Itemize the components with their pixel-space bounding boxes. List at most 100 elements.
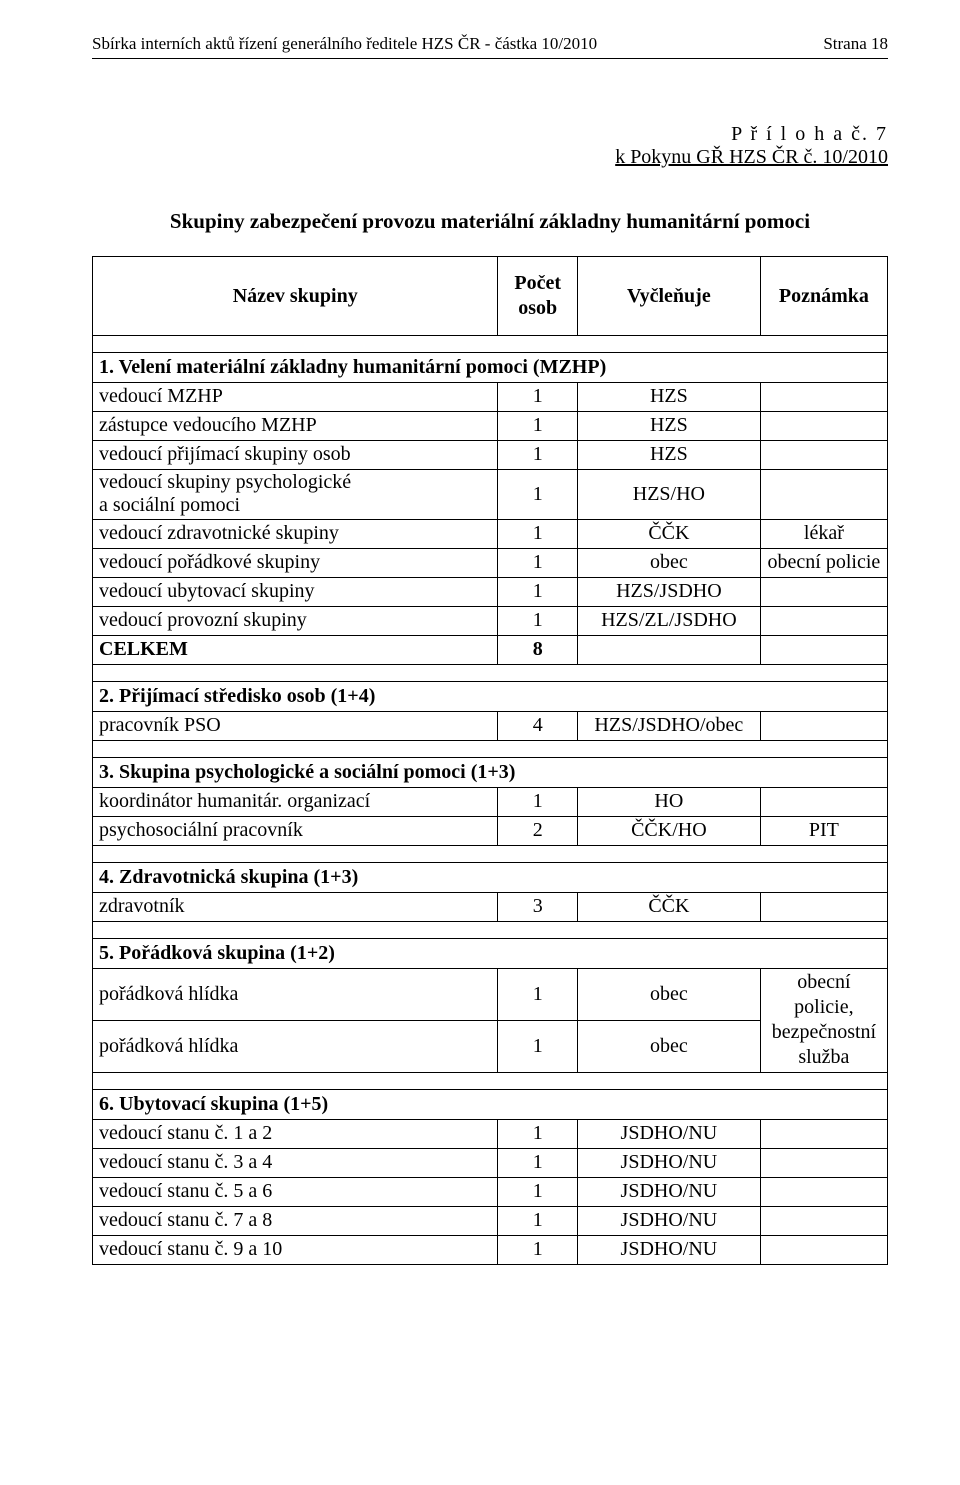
table-row: vedoucí stanu č. 9 a 101JSDHO/NU — [93, 1236, 888, 1265]
cell-name: vedoucí přijímací skupiny osob — [93, 441, 498, 470]
cell-name: vedoucí stanu č. 5 a 6 — [93, 1178, 498, 1207]
cell-name: koordinátor humanitár. organizací — [93, 788, 498, 817]
table-row: vedoucí zdravotnické skupiny1ČČKlékař — [93, 520, 888, 549]
cell-name: vedoucí zdravotnické skupiny — [93, 520, 498, 549]
col-header-name: Název skupiny — [93, 257, 498, 336]
cell-note — [760, 441, 887, 470]
table-row: vedoucí stanu č. 5 a 61JSDHO/NU — [93, 1178, 888, 1207]
table-row: pořádková hlídka1obecobecní policie,bezp… — [93, 969, 888, 1021]
cell-count: 8 — [498, 636, 578, 665]
cell-alloc: obec — [577, 549, 760, 578]
groups-table: Název skupiny Počet osob Vyčleňuje Pozná… — [92, 256, 888, 1265]
table-body: 1. Velení materiální základny humanitárn… — [93, 336, 888, 1265]
section-title-row: 2. Přijímací středisko osob (1+4) — [93, 682, 888, 712]
header-right: Strana 18 — [823, 34, 888, 54]
spacer-row — [93, 741, 888, 758]
section-title-row: 5. Pořádková skupina (1+2) — [93, 939, 888, 969]
table-row: zástupce vedoucího MZHP1HZS — [93, 412, 888, 441]
table-row: vedoucí stanu č. 1 a 21JSDHO/NU — [93, 1120, 888, 1149]
cell-alloc: ČČK — [577, 893, 760, 922]
cell-count: 1 — [498, 969, 578, 1021]
col-header-count: Počet osob — [498, 257, 578, 336]
table-header-row: Název skupiny Počet osob Vyčleňuje Pozná… — [93, 257, 888, 336]
cell-note — [760, 893, 887, 922]
cell-name: zdravotník — [93, 893, 498, 922]
page: Sbírka interních aktů řízení generálního… — [0, 0, 960, 1485]
section-title-row: 3. Skupina psychologické a sociální pomo… — [93, 758, 888, 788]
page-header: Sbírka interních aktů řízení generálního… — [92, 34, 888, 54]
cell-alloc: ČČK/HO — [577, 817, 760, 846]
cell-count: 1 — [498, 1021, 578, 1073]
cell-note — [760, 412, 887, 441]
cell-count: 1 — [498, 788, 578, 817]
cell-count: 1 — [498, 520, 578, 549]
cell-alloc: HZS/ZL/JSDHO — [577, 607, 760, 636]
appendix-block: P ř í l o h a č. 7 k Pokynu GŘ HZS ČR č.… — [92, 123, 888, 169]
document-title: Skupiny zabezpečení provozu materiální z… — [92, 209, 888, 234]
cell-alloc: HZS/HO — [577, 470, 760, 520]
section-title: 4. Zdravotnická skupina (1+3) — [93, 863, 888, 893]
appendix-line-1: P ř í l o h a č. 7 — [92, 123, 888, 146]
cell-note — [760, 578, 887, 607]
cell-count: 1 — [498, 1178, 578, 1207]
cell-note — [760, 1120, 887, 1149]
cell-note — [760, 1207, 887, 1236]
cell-count: 1 — [498, 549, 578, 578]
spacer-row — [93, 336, 888, 353]
cell-alloc: HZS/JSDHO — [577, 578, 760, 607]
cell-alloc: HZS — [577, 441, 760, 470]
cell-name: zástupce vedoucího MZHP — [93, 412, 498, 441]
cell-alloc: HO — [577, 788, 760, 817]
cell-alloc: JSDHO/NU — [577, 1207, 760, 1236]
section-title: 2. Přijímací středisko osob (1+4) — [93, 682, 888, 712]
cell-note — [760, 1149, 887, 1178]
cell-alloc: obec — [577, 969, 760, 1021]
cell-count: 1 — [498, 1207, 578, 1236]
cell-alloc: obec — [577, 1021, 760, 1073]
header-left: Sbírka interních aktů řízení generálního… — [92, 34, 597, 54]
cell-note — [760, 1236, 887, 1265]
cell-note — [760, 470, 887, 520]
cell-name: vedoucí stanu č. 7 a 8 — [93, 1207, 498, 1236]
cell-note — [760, 1178, 887, 1207]
table-row: vedoucí ubytovací skupiny1HZS/JSDHO — [93, 578, 888, 607]
cell-count: 3 — [498, 893, 578, 922]
cell-note: PIT — [760, 817, 887, 846]
cell-count: 1 — [498, 1236, 578, 1265]
section-title-row: 4. Zdravotnická skupina (1+3) — [93, 863, 888, 893]
table-row: vedoucí MZHP1HZS — [93, 383, 888, 412]
table-row: vedoucí provozní skupiny1HZS/ZL/JSDHO — [93, 607, 888, 636]
section-title: 3. Skupina psychologické a sociální pomo… — [93, 758, 888, 788]
table-row: pracovník PSO4HZS/JSDHO/obec — [93, 712, 888, 741]
cell-count: 1 — [498, 607, 578, 636]
col-header-alloc: Vyčleňuje — [577, 257, 760, 336]
cell-note — [760, 788, 887, 817]
cell-note: obecní policie — [760, 549, 887, 578]
cell-alloc: HZS — [577, 412, 760, 441]
cell-name: pořádková hlídka — [93, 969, 498, 1021]
cell-name: psychosociální pracovník — [93, 817, 498, 846]
spacer-row — [93, 1073, 888, 1090]
table-row: vedoucí skupiny psychologickéa sociální … — [93, 470, 888, 520]
cell-count: 2 — [498, 817, 578, 846]
cell-alloc — [577, 636, 760, 665]
cell-name: vedoucí ubytovací skupiny — [93, 578, 498, 607]
table-row: psychosociální pracovník2ČČK/HOPIT — [93, 817, 888, 846]
cell-alloc: HZS/JSDHO/obec — [577, 712, 760, 741]
cell-alloc: JSDHO/NU — [577, 1149, 760, 1178]
cell-alloc: HZS — [577, 383, 760, 412]
cell-name: CELKEM — [93, 636, 498, 665]
cell-name: vedoucí stanu č. 3 a 4 — [93, 1149, 498, 1178]
col-header-note: Poznámka — [760, 257, 887, 336]
section-title-row: 6. Ubytovací skupina (1+5) — [93, 1090, 888, 1120]
cell-name: pořádková hlídka — [93, 1021, 498, 1073]
section-title: 6. Ubytovací skupina (1+5) — [93, 1090, 888, 1120]
section-title: 5. Pořádková skupina (1+2) — [93, 939, 888, 969]
cell-alloc: JSDHO/NU — [577, 1178, 760, 1207]
cell-note — [760, 383, 887, 412]
cell-count: 4 — [498, 712, 578, 741]
spacer-row — [93, 846, 888, 863]
cell-note — [760, 636, 887, 665]
cell-count: 1 — [498, 412, 578, 441]
table-row: vedoucí stanu č. 7 a 81JSDHO/NU — [93, 1207, 888, 1236]
